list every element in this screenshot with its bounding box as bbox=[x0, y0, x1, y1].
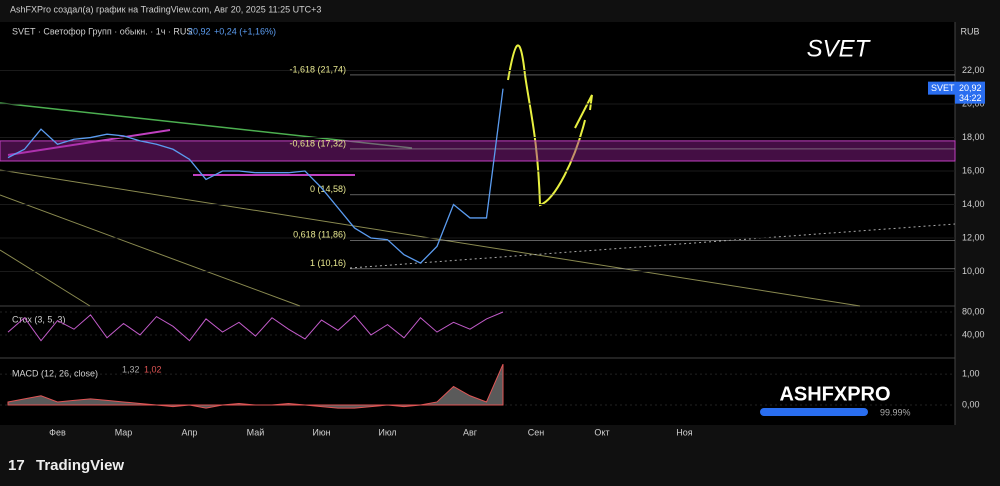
series-line bbox=[7, 88, 504, 264]
brand: ASHFXPRO bbox=[779, 383, 890, 405]
x-tick-label: Ноя bbox=[676, 427, 693, 437]
pane-title: SVET · Светофор Групп · обыкн. · 1ч · RU… bbox=[12, 26, 192, 36]
y-tick-label: 22,00 bbox=[962, 65, 985, 75]
fib-label: 1 (10,16) bbox=[310, 258, 346, 268]
x-tick-label: Окт bbox=[594, 427, 609, 437]
macd-area bbox=[7, 363, 504, 409]
y-tick-label: 16,00 bbox=[962, 165, 985, 175]
price-tag bbox=[928, 81, 955, 95]
y-tick-label: 14,00 bbox=[962, 199, 985, 209]
watermark: SVET bbox=[807, 35, 872, 62]
x-tick-label: Авг bbox=[463, 427, 478, 437]
x-tick-label: Июл bbox=[378, 427, 396, 437]
footer-logo: TradingView bbox=[36, 457, 124, 474]
x-tick-label: Май bbox=[247, 427, 265, 437]
fib-label: -0,618 (17,32) bbox=[289, 138, 346, 148]
tag-name: SVET bbox=[931, 83, 955, 93]
trend-line bbox=[0, 249, 91, 307]
y-tick-label: 10,00 bbox=[962, 266, 985, 276]
y-tick-label: 12,00 bbox=[962, 232, 985, 242]
trend-line bbox=[349, 223, 956, 269]
logo-icon: 17 bbox=[8, 457, 25, 474]
price-tag bbox=[955, 81, 985, 104]
tag-value: 20,92 bbox=[959, 83, 982, 93]
last-price: 20,92 bbox=[188, 26, 211, 36]
y-tick-label: 1,00 bbox=[962, 368, 980, 378]
drawing bbox=[507, 44, 593, 207]
x-tick-label: Мар bbox=[115, 427, 133, 437]
x-tick-label: Апр bbox=[182, 427, 198, 437]
series-line bbox=[7, 311, 504, 342]
fib-label: 0,618 (11,86) bbox=[293, 230, 346, 240]
zone bbox=[0, 140, 956, 162]
caption: AshFXPro создал(а) график на TradingView… bbox=[10, 4, 321, 14]
y-tick-label: 40,00 bbox=[962, 329, 985, 339]
progress-bar bbox=[760, 408, 868, 416]
pane-title: Стох (3, 5, 3) bbox=[12, 314, 65, 324]
countdown: 34:22 bbox=[959, 93, 982, 103]
macd-value: 1,32 bbox=[122, 364, 140, 374]
currency: RUB bbox=[960, 26, 979, 36]
x-tick-label: Фев bbox=[49, 427, 66, 437]
fib-label: -1,618 (21,74) bbox=[289, 64, 346, 74]
fib-label: 0 (14,58) bbox=[310, 184, 346, 194]
trend-line bbox=[0, 194, 301, 307]
macd-value: 1,02 bbox=[144, 364, 162, 374]
y-tick-label: 18,00 bbox=[962, 132, 985, 142]
change: +0,24 (+1,16%) bbox=[214, 26, 276, 36]
x-tick-label: Сен bbox=[528, 427, 545, 437]
trend-line bbox=[7, 129, 171, 156]
pane-title: MACD (12, 26, close) bbox=[12, 368, 98, 378]
x-tick-label: Июн bbox=[312, 427, 330, 437]
y-tick-label: 0,00 bbox=[962, 399, 980, 409]
y-tick-label: 80,00 bbox=[962, 306, 985, 316]
progress-label: 99.99% bbox=[880, 407, 911, 417]
